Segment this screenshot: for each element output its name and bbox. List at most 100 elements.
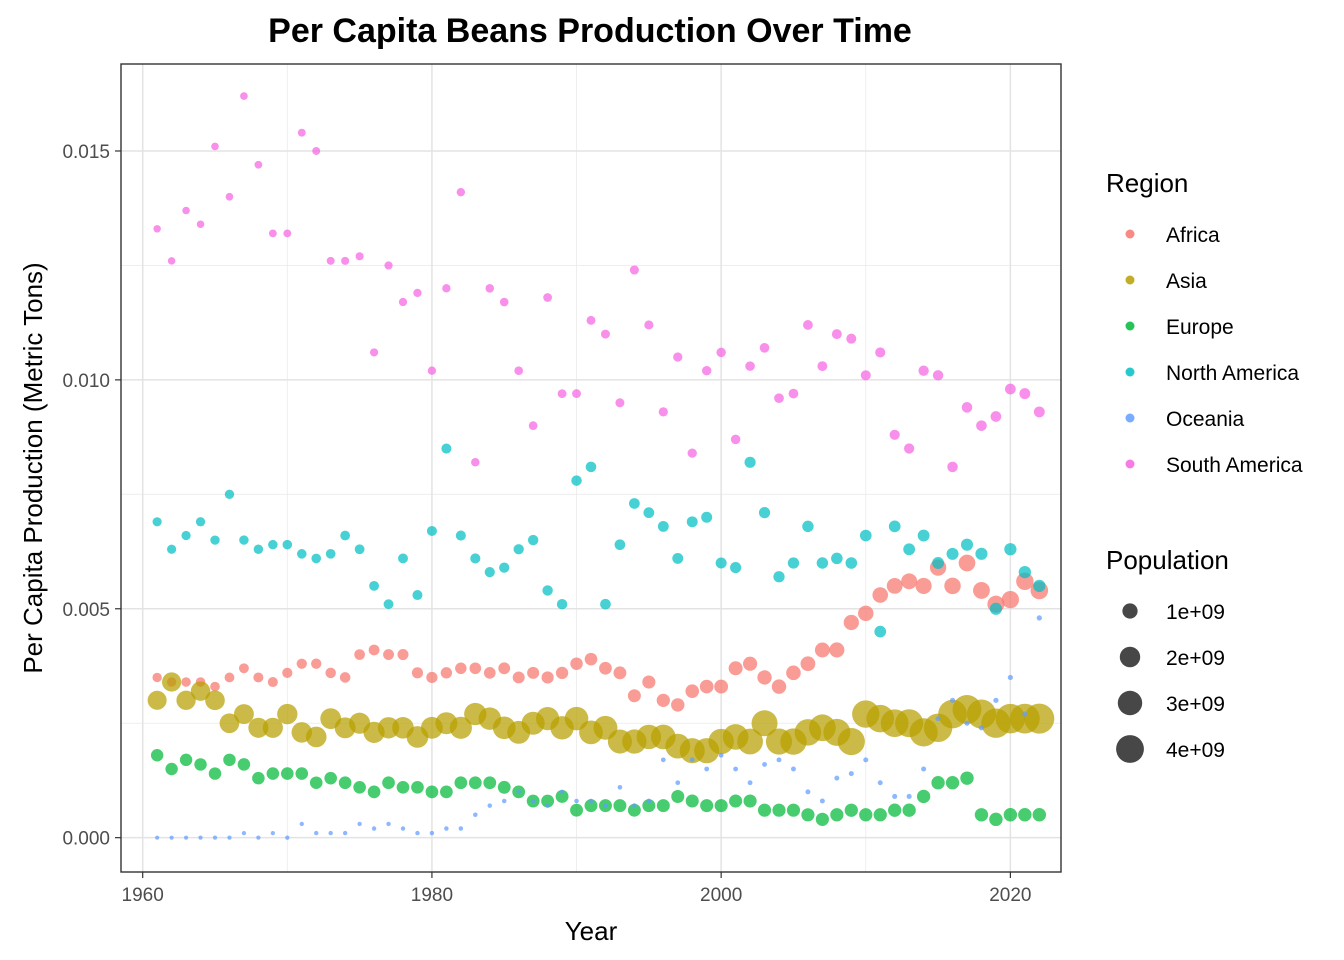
region-legend: Africa Asia Europe North America Oceania Sout… <box>1125 224 1303 477</box>
data-point <box>728 661 743 676</box>
data-point <box>513 544 524 555</box>
data-point <box>733 766 739 772</box>
data-point <box>440 667 453 679</box>
data-point <box>179 753 193 767</box>
data-point <box>888 803 902 817</box>
data-point <box>237 758 251 771</box>
data-point <box>993 697 999 703</box>
data-point <box>484 567 495 578</box>
data-point <box>150 749 164 762</box>
data-point <box>253 672 264 683</box>
data-point <box>384 261 393 270</box>
data-point <box>844 803 858 817</box>
data-point <box>527 534 539 546</box>
data-point <box>830 808 844 822</box>
data-point <box>241 830 247 836</box>
data-point <box>282 667 293 678</box>
data-point <box>716 347 726 358</box>
data-point <box>442 284 451 293</box>
data-point <box>816 557 829 569</box>
data-point <box>205 690 225 711</box>
data-point <box>673 352 683 362</box>
data-point <box>557 389 567 399</box>
data-point <box>715 557 727 569</box>
data-point <box>946 547 959 560</box>
data-point <box>843 614 859 631</box>
data-point <box>1004 543 1017 556</box>
data-point <box>964 720 970 726</box>
data-point <box>528 421 538 430</box>
grid-lines <box>121 64 1061 872</box>
data-point <box>386 821 391 827</box>
data-point <box>615 398 625 408</box>
data-point <box>671 698 685 712</box>
data-point <box>449 716 472 739</box>
data-point <box>296 549 307 559</box>
data-point <box>295 767 309 780</box>
data-point <box>355 252 364 261</box>
data-point <box>831 329 842 340</box>
data-point <box>918 365 929 376</box>
data-point <box>773 571 785 583</box>
data-point <box>685 794 699 808</box>
data-point <box>176 690 196 710</box>
data-point <box>846 333 857 344</box>
data-point <box>248 717 269 738</box>
data-point <box>233 704 254 725</box>
data-point <box>455 662 467 675</box>
data-point <box>989 602 1003 615</box>
data-point <box>182 206 190 215</box>
size-legend-key <box>1122 603 1138 619</box>
data-point <box>743 656 758 671</box>
data-point <box>858 605 874 622</box>
data-point <box>975 547 988 560</box>
data-point <box>603 803 608 808</box>
data-point <box>483 776 497 790</box>
y-tick-label: 0.010 <box>62 371 110 392</box>
data-point <box>471 458 480 467</box>
data-point <box>412 590 423 601</box>
data-point <box>990 411 1002 422</box>
y-tick-label: 0.000 <box>62 829 110 850</box>
data-point <box>426 525 437 536</box>
data-point <box>729 794 743 808</box>
data-point <box>281 767 294 780</box>
data-point <box>945 776 960 790</box>
data-point <box>762 761 767 767</box>
data-point <box>687 448 697 458</box>
data-point <box>932 557 945 569</box>
data-point <box>917 529 930 542</box>
data-point <box>848 771 854 777</box>
data-point <box>483 667 496 679</box>
data-point <box>415 830 420 836</box>
data-point <box>427 366 437 375</box>
x-axis-ticks: 1960 1980 2000 2020 <box>122 872 1032 906</box>
data-point <box>196 220 205 229</box>
region-legend-title: Region <box>1106 168 1188 198</box>
data-point <box>253 544 264 554</box>
data-point <box>944 577 961 595</box>
data-point <box>730 562 742 574</box>
data-point <box>328 830 333 836</box>
data-point <box>162 672 182 692</box>
data-point <box>194 758 207 771</box>
data-point <box>324 771 337 785</box>
data-point <box>629 265 639 275</box>
x-tick-label: 1980 <box>411 885 453 906</box>
legend-key <box>1125 229 1135 239</box>
data-point <box>183 835 189 840</box>
data-point <box>1018 566 1031 579</box>
data-point <box>473 812 478 818</box>
data-point <box>627 689 641 703</box>
data-point <box>570 657 583 670</box>
data-point <box>559 789 565 795</box>
data-point <box>398 297 408 307</box>
data-point <box>212 835 218 840</box>
data-point <box>371 826 377 831</box>
data-point <box>1004 383 1016 395</box>
data-point <box>542 585 553 596</box>
data-point <box>153 225 161 233</box>
data-point <box>211 142 219 151</box>
data-point <box>888 520 901 533</box>
